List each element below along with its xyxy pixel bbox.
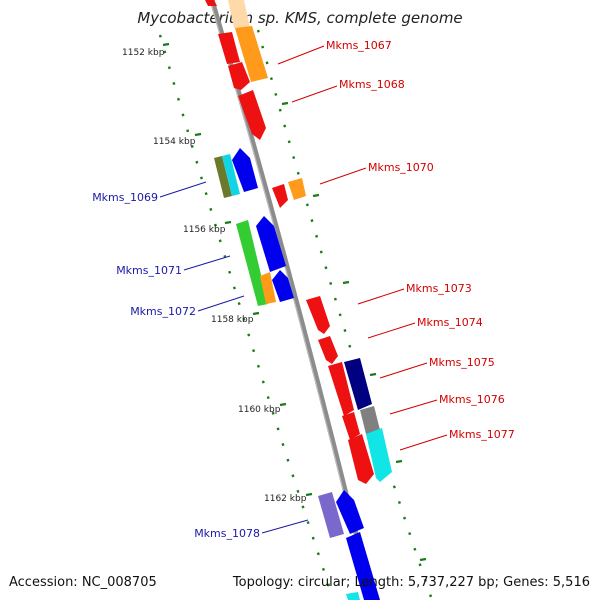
- gene-feature-red: [318, 336, 338, 364]
- scale-label: 1158 kbp: [211, 315, 254, 325]
- gene-feature-orange: [288, 178, 306, 200]
- forward-strand-genes: [205, 0, 392, 484]
- gene-feature-olive: [214, 156, 232, 198]
- scale-tick: [312, 193, 320, 198]
- scale-label: 1154 kbp: [153, 137, 196, 147]
- gene-label-forward[interactable]: Mkms_1070: [368, 161, 434, 174]
- gene-label-forward[interactable]: Mkms_1073: [406, 282, 472, 295]
- gene-feature-red: [328, 362, 354, 416]
- scale-label: 1152 kbp: [122, 48, 165, 58]
- gene-label-forward[interactable]: Mkms_1077: [449, 428, 515, 441]
- scale-tick: [281, 101, 289, 106]
- gene-feature-blue: [346, 532, 380, 600]
- scale-tick: [224, 220, 232, 225]
- gene-feature-green: [236, 220, 268, 306]
- reverse-label-leaders: [159, 181, 309, 534]
- leader-line: [277, 45, 325, 65]
- leader-line: [357, 288, 405, 305]
- leader-line: [367, 322, 416, 339]
- leader-line: [291, 85, 338, 103]
- gene-label-forward[interactable]: Mkms_1068: [339, 78, 405, 91]
- leader-line: [197, 295, 245, 312]
- leader-line: [261, 519, 309, 534]
- leader-line: [399, 434, 448, 451]
- gene-feature-red: [238, 90, 266, 140]
- gene-label-forward[interactable]: Mkms_1067: [326, 39, 392, 52]
- scale-tick: [162, 42, 170, 47]
- scale-label: 1156 kbp: [183, 225, 226, 235]
- gene-label-forward[interactable]: Mkms_1074: [417, 316, 483, 329]
- scale-label: 1162 kbp: [264, 494, 307, 504]
- topology-text: Topology: circular; Length: 5,737,227 bp…: [232, 575, 590, 590]
- scale-ticks: [162, 42, 427, 562]
- forward-label-leaders: [277, 45, 448, 451]
- accession-text: Accession: NC_008705: [9, 575, 157, 590]
- gene-label-reverse[interactable]: Mkms_1069: [92, 191, 158, 204]
- gene-feature-cyan: [346, 592, 360, 600]
- gene-feature-orange: [260, 272, 276, 304]
- scale-tick: [369, 372, 377, 377]
- gene-feature-blue: [272, 270, 294, 302]
- gene-feature-red: [306, 296, 330, 334]
- gene-feature-gray: [360, 406, 380, 434]
- gene-feature-cyan: [222, 154, 240, 196]
- scale-tick: [252, 311, 260, 316]
- gene-feature-blue: [336, 490, 364, 534]
- gene-label-forward[interactable]: Mkms_1076: [439, 393, 505, 406]
- gene-label-reverse[interactable]: Mkms_1071: [116, 264, 182, 277]
- gene-feature-orange: [235, 26, 268, 82]
- leader-line: [319, 167, 367, 185]
- scale-tick: [342, 280, 350, 285]
- scale-tick: [419, 557, 427, 562]
- gene-feature-red: [348, 434, 374, 484]
- gene-feature-blue: [256, 216, 286, 272]
- gene-feature-purple: [318, 492, 344, 538]
- leader-line: [379, 362, 428, 379]
- reverse-strand-genes: [214, 148, 380, 600]
- gene-feature-red: [205, 0, 217, 6]
- scale-tick: [305, 492, 313, 497]
- leader-line: [389, 399, 438, 415]
- scale-tick: [395, 459, 403, 464]
- gene-feature-cyan: [366, 428, 392, 482]
- leader-line: [183, 255, 231, 271]
- scale-tick: [194, 132, 202, 137]
- gene-feature-blue: [232, 148, 258, 192]
- gene-label-reverse[interactable]: Mkms_1072: [130, 305, 196, 318]
- gene-label-reverse[interactable]: Mkms_1078: [194, 527, 260, 540]
- gene-feature-navy: [344, 358, 372, 410]
- gene-feature-red: [218, 32, 240, 64]
- gene-feature-red: [342, 412, 360, 440]
- scale-label: 1160 kbp: [238, 405, 281, 415]
- scale-tick: [279, 402, 287, 407]
- gene-label-forward[interactable]: Mkms_1075: [429, 356, 495, 369]
- gene-feature-red: [272, 184, 288, 208]
- leader-line: [159, 181, 207, 198]
- gene-feature-orange-faint: [228, 0, 250, 28]
- gene-feature-red: [228, 62, 250, 90]
